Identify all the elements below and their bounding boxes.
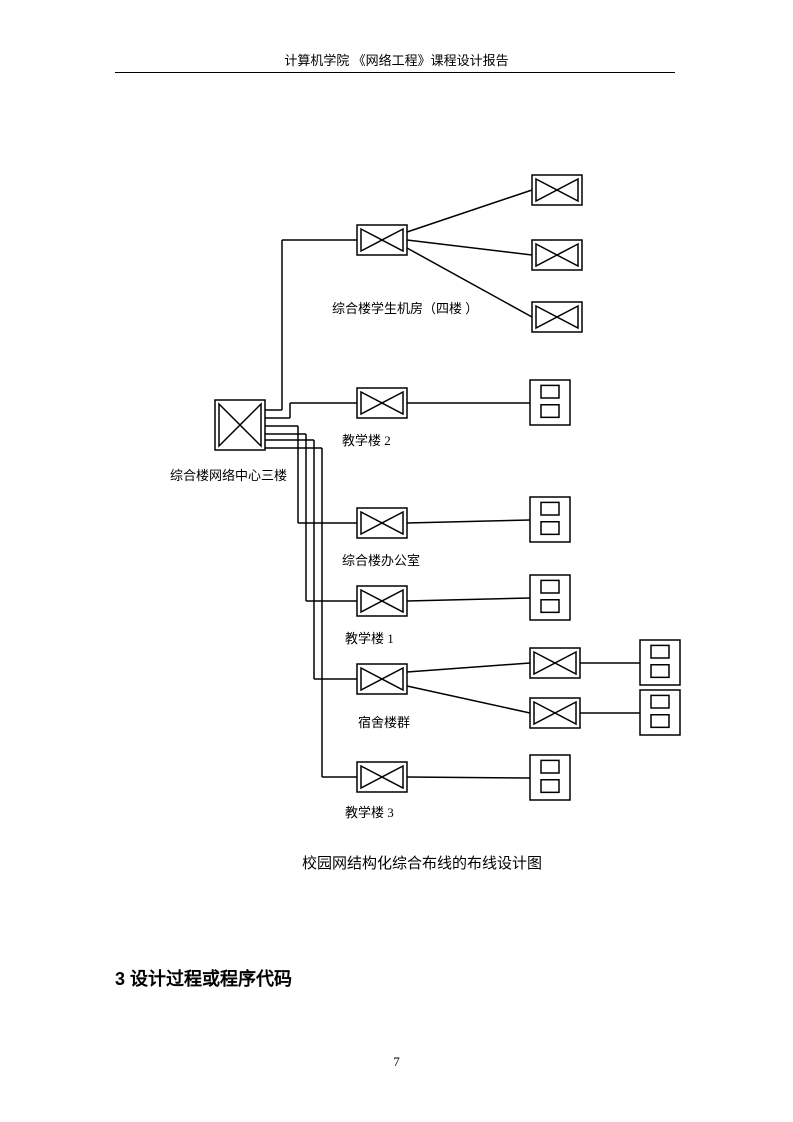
section-heading: 3 设计过程或程序代码 bbox=[115, 965, 292, 991]
diagram-caption: 校园网结构化综合布线的布线设计图 bbox=[302, 852, 542, 873]
label-branch5: 宿舍楼群 bbox=[358, 712, 410, 731]
label-branch6: 教学楼 3 bbox=[345, 802, 394, 821]
network-diagram: 综合楼网络中心三楼 综合楼学生机房（四楼 ） 教学楼 2 综合楼办公室 教学楼 … bbox=[0, 0, 793, 1122]
label-branch3: 综合楼办公室 bbox=[342, 550, 420, 569]
label-branch2: 教学楼 2 bbox=[342, 430, 391, 449]
label-branch4: 教学楼 1 bbox=[345, 628, 394, 647]
label-root: 综合楼网络中心三楼 bbox=[170, 465, 287, 484]
label-branch1: 综合楼学生机房（四楼 ） bbox=[332, 298, 478, 317]
page-number: 7 bbox=[0, 1054, 793, 1070]
